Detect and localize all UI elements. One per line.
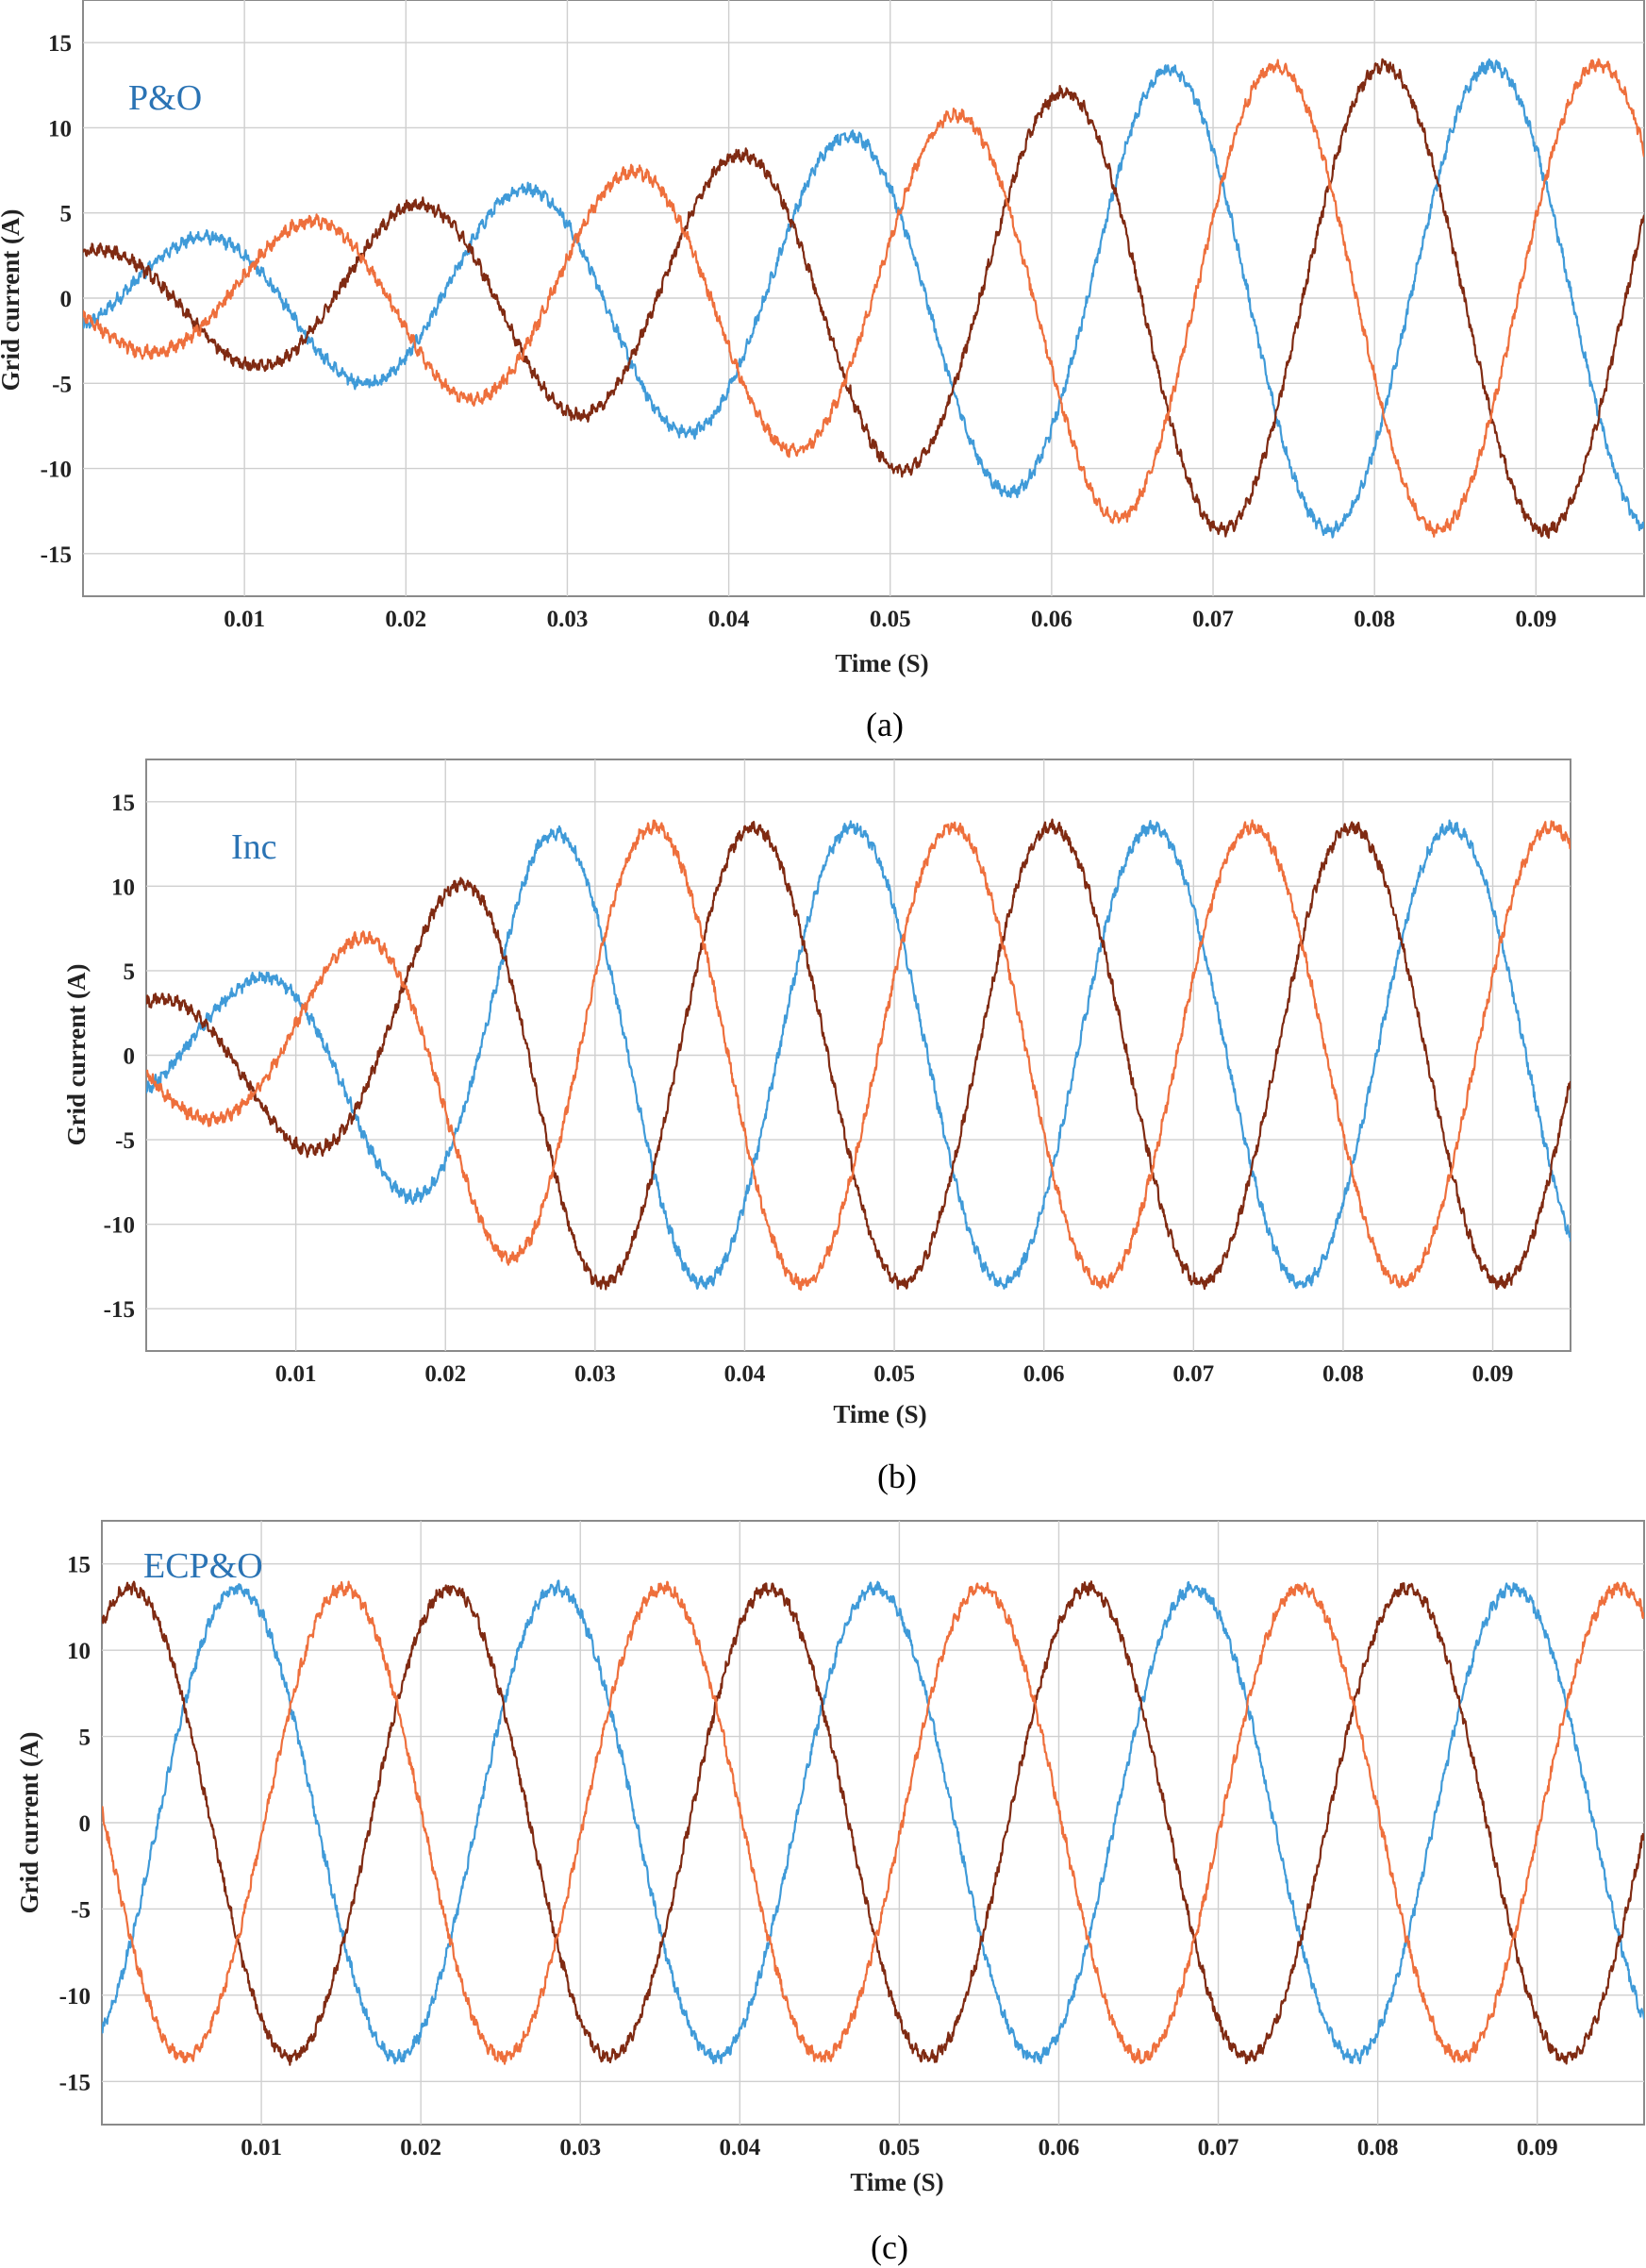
series-line-phase-c bbox=[102, 1580, 1644, 2065]
series-line-phase-c bbox=[146, 819, 1571, 1292]
grid-a bbox=[83, 0, 1644, 596]
y-tick-label: 10 bbox=[111, 875, 135, 900]
x-tick-label: 0.05 bbox=[879, 2135, 921, 2160]
x-tick-label: 0.08 bbox=[1354, 607, 1395, 632]
caption-b: (b) bbox=[877, 1458, 917, 1495]
series-line-phase-a bbox=[146, 819, 1571, 1291]
y-tick-label: 5 bbox=[79, 1726, 91, 1751]
x-tick-label: 0.07 bbox=[1192, 607, 1234, 632]
y-tick-label: -10 bbox=[104, 1213, 135, 1239]
y-tick-label: -10 bbox=[41, 458, 72, 483]
series-line-phase-b bbox=[102, 1580, 1644, 2066]
y-tick-label: 0 bbox=[124, 1044, 136, 1070]
panel-c: 0.01 0.02 0.03 0.04 0.05 0.06 0.07 0.08 0.09 15 10… bbox=[15, 1520, 1645, 2266]
series-line-phase-b bbox=[146, 818, 1571, 1291]
x-tick-label: 0.04 bbox=[708, 607, 750, 632]
grid-b bbox=[146, 759, 1571, 1351]
y-tick-label: 5 bbox=[124, 959, 136, 985]
x-tick-label: 0.04 bbox=[724, 1361, 766, 1387]
y-tick-label: 0 bbox=[79, 1811, 91, 1837]
x-tick-label: 0.02 bbox=[400, 2135, 441, 2160]
caption-a: (a) bbox=[866, 706, 904, 743]
y-tick-label: 10 bbox=[48, 116, 72, 142]
panel-b: 0.01 0.02 0.03 0.04 0.05 0.06 0.07 0.08 0.09 15 10… bbox=[62, 759, 1571, 1495]
x-tick-label: 0.01 bbox=[241, 2135, 282, 2160]
y-tick-label: -5 bbox=[52, 372, 72, 397]
x-tick-label: 0.03 bbox=[559, 2135, 601, 2160]
annotation-b: Inc bbox=[231, 827, 277, 867]
x-tick-label: 0.06 bbox=[1039, 2135, 1080, 2160]
curves-a bbox=[83, 58, 1644, 540]
x-tick-label: 0.07 bbox=[1172, 1361, 1214, 1387]
caption-c: (c) bbox=[871, 2228, 908, 2266]
xlabel-c: Time (S) bbox=[850, 2168, 943, 2196]
xlabel-b: Time (S) bbox=[833, 1400, 926, 1428]
y-tick-label: -15 bbox=[59, 2070, 91, 2095]
panel-a: 0.01 0.02 0.03 0.04 0.05 0.06 0.07 0.08 0.09 15 10… bbox=[0, 0, 1645, 743]
ticks-c: 0.01 0.02 0.03 0.04 0.05 0.06 0.07 0.08 0.09 15 10… bbox=[59, 1553, 1558, 2160]
grid-c bbox=[102, 1521, 1644, 2125]
annotation-c: ECP&O bbox=[143, 1546, 263, 1586]
x-tick-label: 0.01 bbox=[224, 607, 265, 632]
y-tick-label: 15 bbox=[111, 791, 135, 816]
x-tick-label: 0.09 bbox=[1517, 2135, 1558, 2160]
x-tick-label: 0.09 bbox=[1472, 1361, 1514, 1387]
ylabel-c: Grid current (A) bbox=[15, 1732, 43, 1914]
x-tick-label: 0.06 bbox=[1031, 607, 1072, 632]
annotation-a: P&O bbox=[128, 78, 202, 118]
y-tick-label: 15 bbox=[48, 31, 72, 57]
x-tick-label: 0.05 bbox=[870, 607, 911, 632]
x-tick-label: 0.05 bbox=[873, 1361, 915, 1387]
curves-b bbox=[146, 818, 1571, 1292]
y-tick-label: -15 bbox=[104, 1297, 135, 1323]
y-tick-label: -5 bbox=[115, 1128, 135, 1154]
series-line-phase-a bbox=[102, 1579, 1644, 2065]
y-tick-label: 10 bbox=[67, 1639, 91, 1664]
series-line-phase-b bbox=[83, 58, 1644, 540]
x-tick-label: 0.09 bbox=[1515, 607, 1556, 632]
x-tick-label: 0.08 bbox=[1357, 2135, 1399, 2160]
x-tick-label: 0.01 bbox=[275, 1361, 317, 1387]
ticks-b: 0.01 0.02 0.03 0.04 0.05 0.06 0.07 0.08 0.09 15 10… bbox=[104, 791, 1514, 1387]
y-tick-label: 0 bbox=[60, 287, 73, 312]
curves-c bbox=[102, 1579, 1644, 2066]
x-tick-label: 0.07 bbox=[1198, 2135, 1239, 2160]
y-tick-label: 5 bbox=[60, 202, 73, 227]
x-tick-label: 0.03 bbox=[574, 1361, 616, 1387]
x-tick-label: 0.02 bbox=[385, 607, 426, 632]
x-tick-label: 0.08 bbox=[1322, 1361, 1364, 1387]
x-tick-label: 0.03 bbox=[547, 607, 589, 632]
x-tick-label: 0.02 bbox=[424, 1361, 466, 1387]
xlabel-a: Time (S) bbox=[835, 649, 928, 677]
x-tick-label: 0.06 bbox=[1023, 1361, 1065, 1387]
series-line-phase-c bbox=[83, 58, 1644, 538]
ticks-a: 0.01 0.02 0.03 0.04 0.05 0.06 0.07 0.08 0.09 15 10… bbox=[41, 31, 1557, 632]
ylabel-b: Grid current (A) bbox=[62, 964, 91, 1146]
y-tick-label: -15 bbox=[41, 542, 72, 568]
ylabel-a: Grid current (A) bbox=[0, 209, 25, 392]
x-tick-label: 0.04 bbox=[719, 2135, 760, 2160]
y-tick-label: 15 bbox=[67, 1553, 91, 1578]
y-tick-label: -10 bbox=[59, 1984, 91, 2010]
y-tick-label: -5 bbox=[71, 1897, 91, 1923]
